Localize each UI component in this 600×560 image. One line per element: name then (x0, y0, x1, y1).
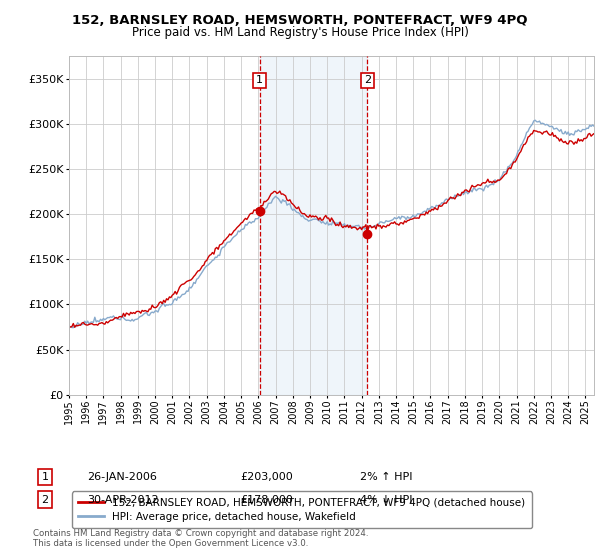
Bar (260, 56, 367, 395)
Text: £203,000: £203,000 (240, 472, 293, 482)
Text: Price paid vs. HM Land Registry's House Price Index (HPI): Price paid vs. HM Land Registry's House … (131, 26, 469, 39)
Text: 1: 1 (256, 76, 263, 85)
Text: £178,000: £178,000 (240, 494, 293, 505)
Text: 152, BARNSLEY ROAD, HEMSWORTH, PONTEFRACT, WF9 4PQ: 152, BARNSLEY ROAD, HEMSWORTH, PONTEFRAC… (72, 14, 528, 27)
Text: 26-JAN-2006: 26-JAN-2006 (87, 472, 157, 482)
Text: 1: 1 (41, 472, 49, 482)
Text: 2% ↑ HPI: 2% ↑ HPI (360, 472, 413, 482)
Text: 4% ↓ HPI: 4% ↓ HPI (360, 494, 413, 505)
Legend: 152, BARNSLEY ROAD, HEMSWORTH, PONTEFRACT, WF9 4PQ (detached house), HPI: Averag: 152, BARNSLEY ROAD, HEMSWORTH, PONTEFRAC… (71, 492, 532, 528)
Text: 2: 2 (364, 76, 371, 85)
Text: This data is licensed under the Open Government Licence v3.0.: This data is licensed under the Open Gov… (33, 539, 308, 548)
Text: Contains HM Land Registry data © Crown copyright and database right 2024.: Contains HM Land Registry data © Crown c… (33, 529, 368, 538)
Text: 30-APR-2012: 30-APR-2012 (87, 494, 158, 505)
Text: 2: 2 (41, 494, 49, 505)
